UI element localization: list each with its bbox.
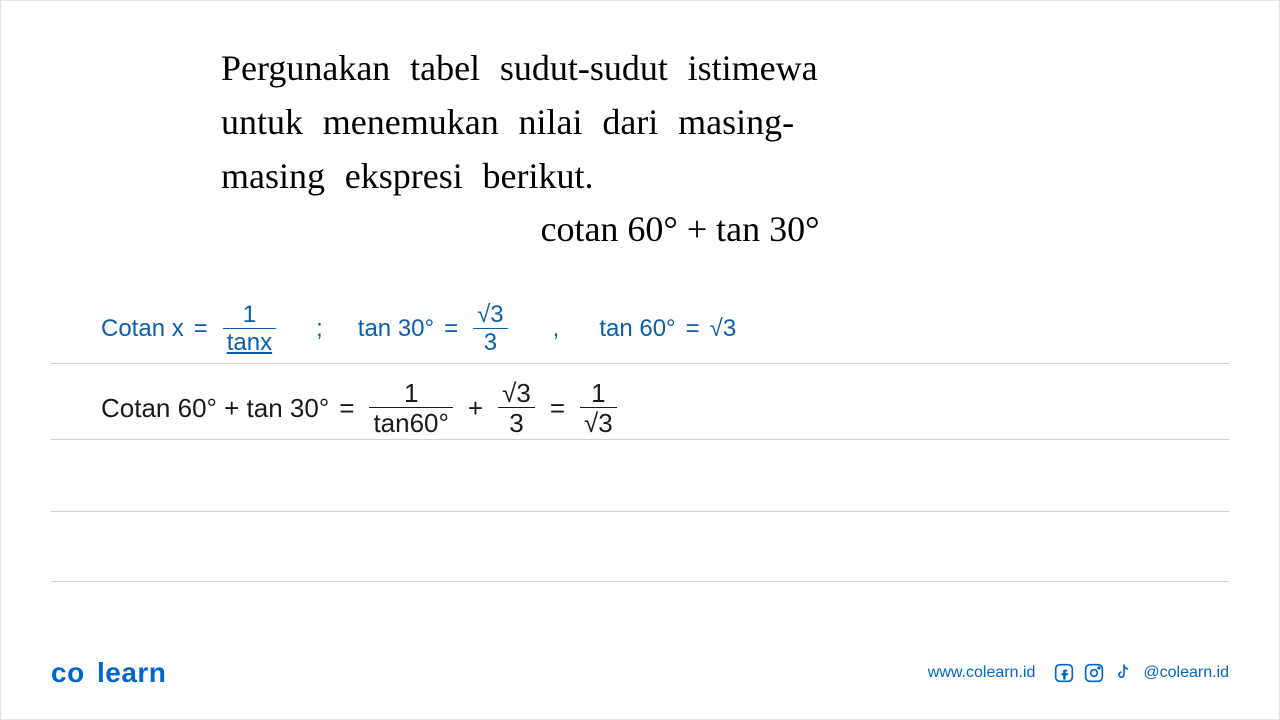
tan30-fraction: √3 3 (473, 303, 508, 356)
facebook-icon (1053, 662, 1075, 684)
eq-sign: = (550, 393, 565, 424)
rule-line (51, 581, 1229, 582)
logo-dot (87, 657, 95, 688)
eq-sign: = (444, 315, 458, 343)
semicolon: ; (316, 315, 323, 343)
rule-line (51, 439, 1229, 440)
eq-sign: = (339, 393, 354, 424)
term1-den: tan60° (369, 408, 452, 436)
problem-text-line3: masing ekspresi berikut. (221, 149, 1139, 203)
rule-line (51, 511, 1229, 512)
eq-sign: = (686, 315, 700, 343)
cotan-lhs: Cotan x (101, 315, 184, 343)
tiktok-icon (1113, 662, 1135, 684)
social-handle: @colearn.id (1143, 664, 1229, 682)
term3-fraction: 1 √3 (580, 380, 617, 437)
tan30-lhs: tan 30° (358, 315, 434, 343)
tan30-den: 3 (480, 329, 501, 355)
term2-fraction: √3 3 (498, 380, 535, 437)
footer-right: www.colearn.id @colearn.id (928, 662, 1229, 684)
cotan-num: 1 (239, 303, 260, 328)
term2-den: 3 (505, 408, 527, 436)
comma: , (553, 315, 560, 343)
problem-text-line2: untuk menemukan nilai dari masing- (221, 95, 1139, 149)
tan60-rhs: √3 (710, 315, 737, 343)
line2-lhs: Cotan 60° + tan 30° (101, 393, 329, 424)
problem-expression: cotan 60° + tan 30° (221, 208, 1139, 250)
handwritten-line1: Cotan x = 1 tanx ; tan 30° = √3 3 , tan … (101, 299, 1179, 359)
rule-line (51, 363, 1229, 364)
colearn-logo: co learn (51, 657, 166, 689)
term1-fraction: 1 tan60° (369, 380, 452, 437)
cotan-fraction: 1 tanx (223, 303, 276, 356)
handwritten-line2: Cotan 60° + tan 30° = 1 tan60° + √3 3 = … (101, 373, 1179, 443)
tan60-lhs: tan 60° (599, 315, 675, 343)
term1-num: 1 (400, 380, 422, 407)
cotan-den: tanx (223, 329, 276, 355)
term3-num: 1 (587, 380, 609, 407)
logo-co: co (51, 657, 85, 688)
footer: co learn www.colearn.id @colearn.id (51, 657, 1229, 689)
problem-block: Pergunakan tabel sudut-sudut istimewa un… (221, 41, 1139, 250)
social-icons: @colearn.id (1053, 662, 1229, 684)
eq-sign: = (194, 315, 208, 343)
term2-num: √3 (498, 380, 535, 407)
logo-learn: learn (97, 657, 166, 688)
instagram-icon (1083, 662, 1105, 684)
term3-den: √3 (580, 408, 617, 436)
website-url: www.colearn.id (928, 664, 1036, 682)
tan30-num: √3 (473, 303, 508, 328)
plus-sign: + (468, 393, 483, 424)
problem-text-line1: Pergunakan tabel sudut-sudut istimewa (221, 41, 1139, 95)
